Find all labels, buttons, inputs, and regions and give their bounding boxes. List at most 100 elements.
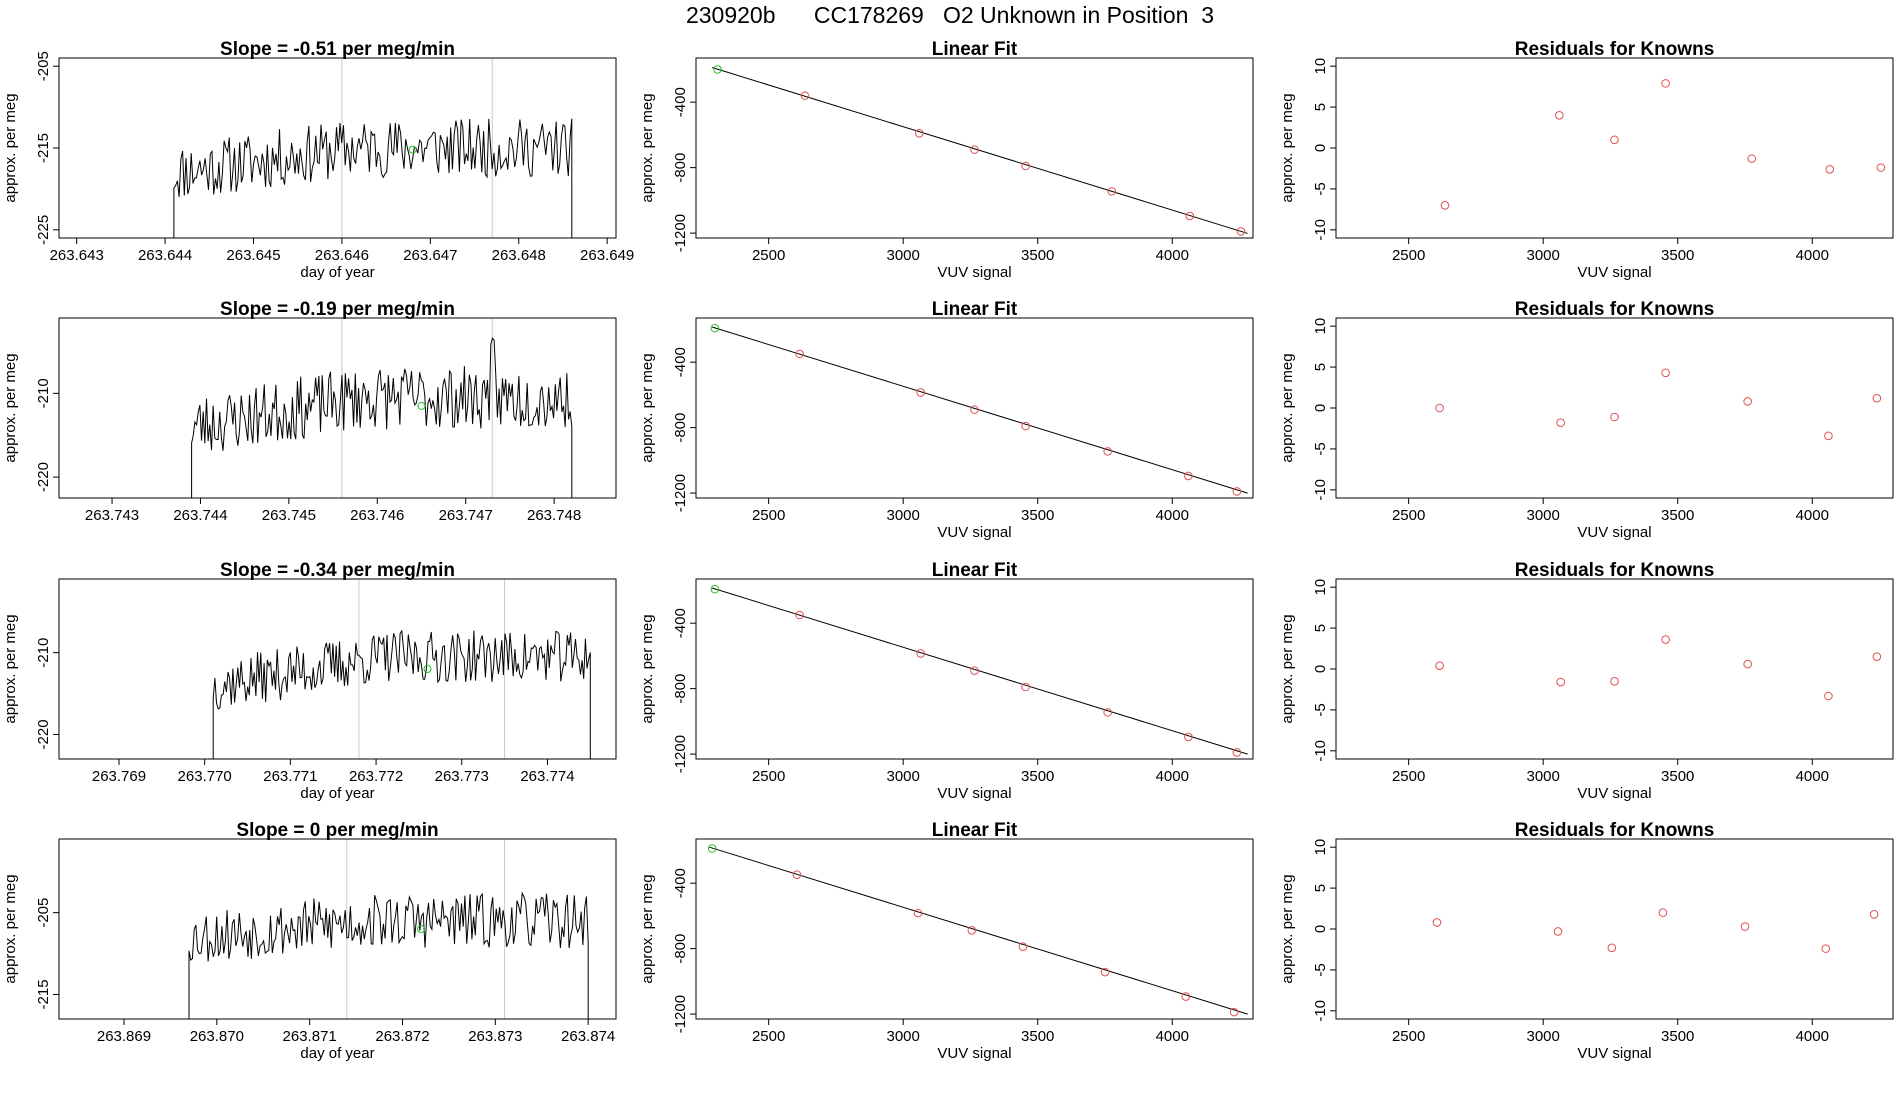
x-tick-label: 2500 [752,247,785,264]
time-series-chart: Slope = 0 per meg/min 263.869 263.870 263.8… [2,820,617,1062]
chart-title: Residuals for Knowns [1515,299,1715,320]
x-tick-label: 263.772 [349,768,403,785]
residual-point [1824,431,1833,441]
y-tick-label: -800 [672,674,689,704]
y-tick-label: -10 [1312,479,1329,501]
linear-fit-chart: Linear Fit 2500 3000 3500 4000 VUV signal -120… [639,299,1254,541]
known-point [1021,421,1030,431]
residual-point [1435,403,1444,413]
y-tick-label: -1200 [672,474,689,512]
signal-series-line [188,891,589,1019]
linear-fit-panel-row-4: Linear Fit 2500 3000 3500 4000 VUV signal -120… [637,820,1270,1081]
x-tick-label: 263.873 [468,1028,522,1045]
known-point [1229,1007,1239,1017]
data-layer [173,118,573,238]
known-point [967,926,977,935]
known-point [1100,967,1110,977]
residual-point [1872,393,1882,403]
residual-point [1440,200,1450,210]
data-layer [1435,368,1882,441]
x-axis-label: VUV signal [937,1045,1011,1062]
plot-frame [695,578,1254,760]
residual-point [1740,922,1750,931]
data-layer [1440,79,1886,210]
residuals-panel-row-4: Residuals for Knowns 2500 3000 3500 4000 VUV … [1277,820,1900,1081]
residual-point [1555,110,1564,120]
signal-series-line [212,629,591,759]
residual-point [1432,918,1442,927]
y-tick-label: 0 [1312,925,1329,933]
x-tick-label: 263.747 [439,507,493,524]
x-tick-label: 263.646 [315,247,369,264]
x-tick-label: 3000 [887,507,920,524]
x-tick-label: 3500 [1021,768,1054,785]
mean-point [417,925,426,933]
x-tick-label: 2500 [752,507,785,524]
y-axis-label: approx. per meg [639,93,656,202]
known-point [970,145,979,154]
x-tick-label: 263.745 [262,507,316,524]
figure-title: 230920b CC178269 O2 Unknown in Position … [685,2,1215,28]
x-tick-label: 3000 [887,1028,920,1045]
y-tick-label: 10 [1312,579,1329,596]
y-tick-label: -215 [35,133,52,163]
unknown-point [713,65,722,74]
linear-fit-panel-row-1: Linear Fit 2500 3000 3500 4000 VUV signal -120… [637,39,1270,300]
x-tick-label: 263.647 [403,247,457,264]
chart-title: Linear Fit [932,560,1018,581]
known-point [1103,708,1112,717]
linear-fit-panel-row-2: Linear Fit 2500 3000 3500 4000 VUV signal -120… [637,299,1270,560]
y-tick-label: -800 [672,413,689,443]
y-axis-label: approx. per meg [2,874,19,983]
known-point [800,91,810,100]
chart-title: Linear Fit [932,39,1018,60]
x-tick-label: 4000 [1156,507,1189,524]
linear-fit-panel-row-3: Linear Fit 2500 3000 3500 4000 VUV signal -120… [637,560,1270,821]
signal-series-line [191,337,573,498]
residual-point [1743,659,1752,669]
y-tick-label: -210 [35,638,52,668]
x-tick-label: 263.771 [263,768,317,785]
y-tick-label: -210 [35,378,52,408]
x-tick-label: 263.743 [85,507,139,524]
known-point [970,405,979,414]
fit-line [711,326,1248,494]
y-tick-label: -400 [672,347,689,377]
y-axis-label: approx. per meg [639,353,656,462]
chart-title: Linear Fit [932,299,1018,320]
residual-point [1872,652,1882,662]
y-tick-label: -10 [1312,219,1329,241]
x-tick-label: 263.773 [435,768,489,785]
x-tick-label: 2500 [1392,768,1425,785]
x-tick-label: 3000 [1527,1028,1560,1045]
x-tick-label: 2500 [752,768,785,785]
x-axis-label: VUV signal [1577,1045,1651,1062]
fit-line [711,67,1248,234]
x-tick-label: 3500 [1661,768,1694,785]
known-point [1021,161,1030,171]
y-tick-label: -220 [35,719,52,749]
chart-title: Residuals for Knowns [1515,39,1715,60]
known-point [1184,732,1193,742]
data-layer [212,629,591,759]
time-series-chart: Slope = -0.51 per meg/min 263.643 263.644 2… [2,39,634,281]
y-tick-label: -10 [1312,1000,1329,1022]
plot-frame [695,838,1254,1020]
y-tick-label: -800 [672,934,689,964]
known-point [792,870,802,879]
x-tick-label: 3500 [1661,247,1694,264]
time-series-chart: Slope = -0.34 per meg/min 263.769 263.770 2… [2,560,617,802]
y-axis-label: approx. per meg [1279,874,1296,983]
plot-frame [58,317,617,499]
y-axis-label: approx. per meg [1279,353,1296,462]
x-tick-label: 263.770 [178,768,232,785]
plot-frame [1335,57,1894,239]
x-axis-label: day of year [300,1045,374,1062]
y-axis-label: approx. per meg [639,614,656,723]
fit-line [711,587,1248,755]
chart-title: Slope = -0.19 per meg/min [220,299,455,320]
chart-title: Slope = -0.51 per meg/min [220,39,455,60]
known-point [1103,447,1112,456]
known-point [795,610,804,620]
plot-frame [695,317,1254,499]
